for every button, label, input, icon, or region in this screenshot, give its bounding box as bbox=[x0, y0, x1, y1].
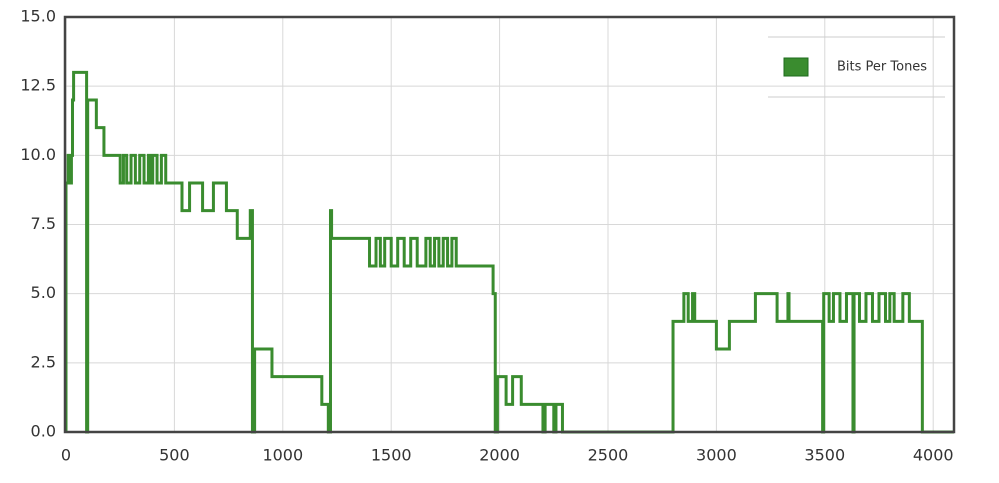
y-tick-label: 12.5 bbox=[20, 76, 56, 95]
x-tick-label: 0 bbox=[61, 446, 71, 465]
x-tick-label: 2500 bbox=[588, 446, 629, 465]
x-tick-label: 3000 bbox=[696, 446, 737, 465]
legend: Bits Per Tones bbox=[768, 36, 945, 98]
x-tick-label: 3500 bbox=[804, 446, 845, 465]
x-tick-label: 2000 bbox=[479, 446, 520, 465]
y-tick-label: 15.0 bbox=[20, 7, 56, 26]
y-tick-label: 2.5 bbox=[31, 352, 56, 371]
y-tick-label: 5.0 bbox=[31, 283, 56, 302]
legend-swatch bbox=[783, 57, 809, 77]
plot-frame bbox=[63, 15, 956, 434]
x-tick-label: 4000 bbox=[913, 446, 954, 465]
y-tick-label: 7.5 bbox=[31, 214, 56, 233]
legend-label: Bits Per Tones bbox=[837, 60, 927, 75]
y-tick-label: 10.0 bbox=[20, 145, 56, 164]
y-tick-label: 0.0 bbox=[31, 422, 56, 441]
x-tick-label: 1500 bbox=[371, 446, 412, 465]
x-tick-label: 1000 bbox=[262, 446, 303, 465]
x-tick-label: 500 bbox=[159, 446, 190, 465]
data-line bbox=[64, 70, 954, 434]
